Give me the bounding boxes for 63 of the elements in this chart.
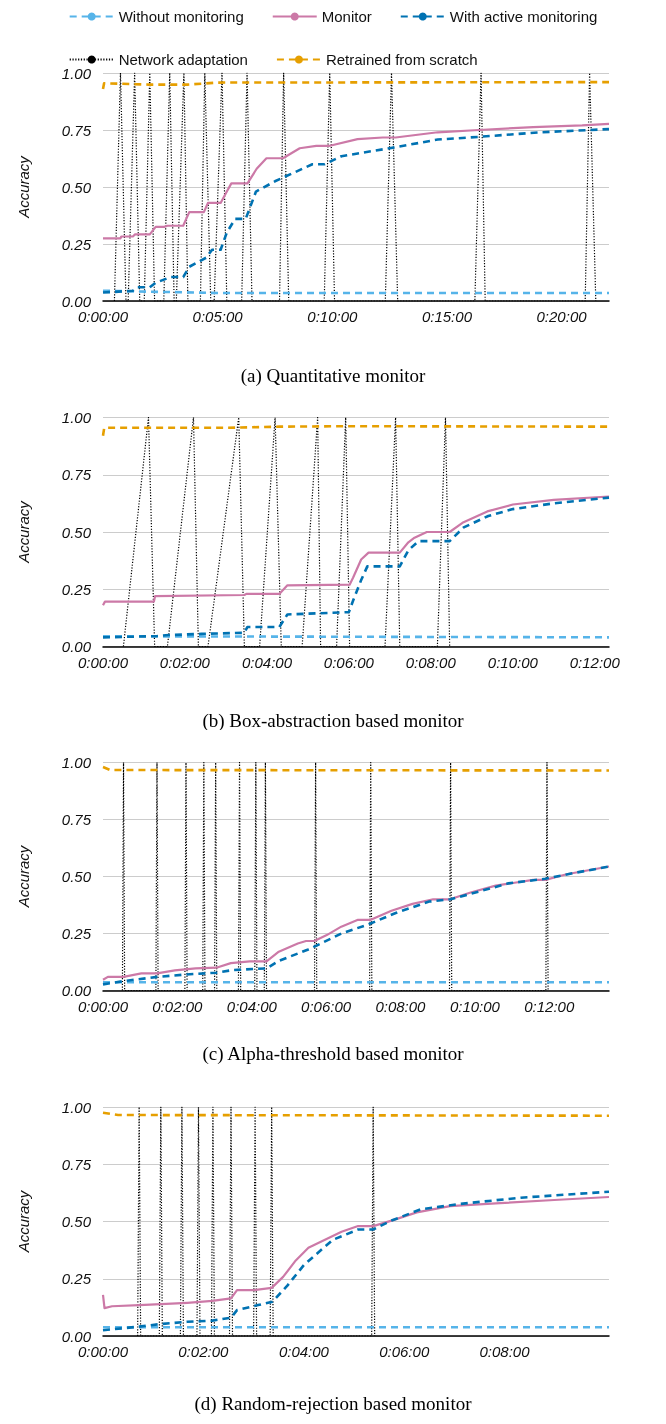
y-tick-label: 0.75 [61,121,92,139]
x-tick-label: 0:04:00 [241,653,293,671]
line-series [101,495,611,607]
x-tick-label: 0:00:00 [77,653,129,671]
y-tick-label: 1.00 [61,1098,92,1116]
y-tick-label: 0.00 [61,638,92,655]
line-series [101,122,611,240]
y-axis-title: Accuracy [15,499,32,564]
y-axis-title: Accuracy [15,844,32,909]
y-tick-label: 0.25 [61,235,92,253]
text: (a) Quantitative monitor [240,365,426,387]
y-axis-title: Accuracy [15,154,32,219]
x-tick-label: 0:08:00 [375,997,427,1015]
x-tick-label: 0:10:00 [449,997,501,1015]
text: (c) Alpha-threshold based monitor [202,1043,465,1065]
x-tick-label: 0:10:00 [307,308,359,325]
x-tick-label: 0:12:00 [524,997,575,1015]
x-tick-label: 0:08:00 [479,1343,531,1360]
x-tick-label: 0:06:00 [379,1343,430,1360]
y-tick-label: 0.75 [61,811,92,828]
line-series [101,1190,611,1332]
y-tick-label: 0.25 [61,580,92,598]
legend-label: With active monitoring [449,8,598,25]
x-tick-label: 0:08:00 [405,653,457,671]
x-tick-label: 0:04:00 [226,997,278,1015]
legend-label: Network adaptation [118,51,248,68]
y-tick-label: 0.75 [61,466,92,484]
y-axis-title: Accuracy [15,1189,32,1254]
y-tick-label: 0.00 [61,982,92,999]
x-tick-label: 0:00:00 [77,308,129,325]
x-tick-label: 0:00:00 [77,1343,129,1360]
y-tick-label: 0.50 [61,1213,92,1230]
y-tick-label: 0.00 [61,292,92,310]
x-tick-label: 0:06:00 [301,997,352,1015]
x-tick-label: 0:00:00 [77,997,129,1015]
x-tick-label: 0:06:00 [323,653,375,671]
legend-label: Monitor [321,8,372,25]
line-series [101,496,611,639]
x-tick-label: 0:15:00 [421,308,473,325]
x-tick-label: 0:10:00 [487,653,539,671]
y-tick-label: 0.25 [61,1270,92,1288]
x-tick-label: 0:04:00 [278,1343,330,1360]
x-tick-label: 0:05:00 [192,308,244,325]
y-tick-label: 0.50 [61,178,92,196]
y-tick-label: 1.00 [61,754,92,771]
x-tick-label: 0:02:00 [152,997,203,1015]
y-tick-label: 0.75 [61,1155,92,1173]
line-series [101,1195,611,1310]
x-tick-label: 0:02:00 [159,653,211,671]
y-tick-label: 0.50 [61,523,92,541]
y-tick-label: 0.25 [61,925,92,942]
y-tick-label: 1.00 [61,409,92,426]
x-tick-label: 0:02:00 [178,1343,229,1360]
y-tick-label: 0.00 [61,1327,92,1345]
y-tick-label: 1.00 [61,64,92,82]
line-series [101,127,611,294]
y-tick-label: 0.50 [61,868,92,885]
x-tick-label: 0:12:00 [569,653,621,671]
line-series [101,80,611,91]
x-tick-label: 0:20:00 [536,308,588,325]
text: (d) Random-rejection based monitor [194,1393,473,1415]
legend-label: Without monitoring [118,8,244,25]
legend-label: Retrained from scratch [325,51,478,68]
